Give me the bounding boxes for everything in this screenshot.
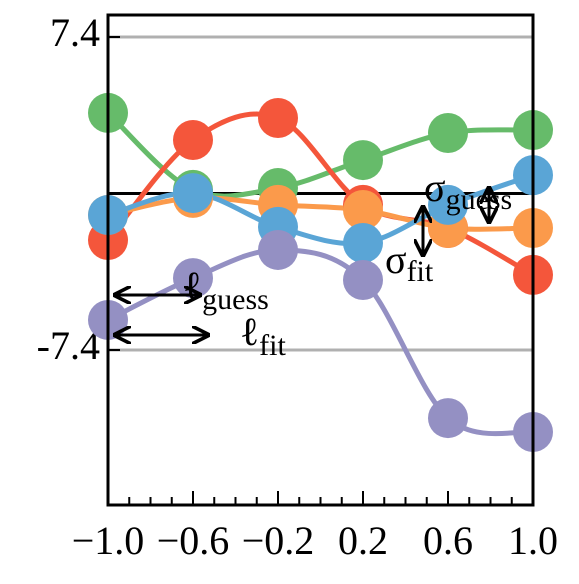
- point: [173, 119, 213, 160]
- annotation-subscript: guess: [202, 283, 269, 316]
- x-tick-label: −0.2: [242, 518, 315, 563]
- annotation-symbol: σ: [424, 165, 446, 210]
- arrows: [115, 188, 489, 335]
- point: [428, 184, 468, 225]
- annotation-subscript: fit: [259, 329, 286, 362]
- x-tick-label: 0.6: [423, 518, 473, 563]
- x-tick-label: −0.6: [157, 518, 230, 563]
- annotation-symbol: ℓ: [240, 309, 259, 354]
- point: [173, 173, 213, 214]
- x-tick-label: −1.0: [72, 518, 145, 563]
- point: [428, 398, 468, 439]
- series-line: [106, 247, 534, 437]
- point: [428, 113, 468, 154]
- point: [343, 222, 383, 263]
- annotation: ℓfit: [240, 309, 286, 362]
- plot-layer: -7.4 7.4 −1.0 −0.6 −0.2 0.2 0.6 1.0: [37, 10, 558, 563]
- point: [343, 189, 383, 230]
- x-tick-label: 1.0: [508, 518, 558, 563]
- annotation-subscript: fit: [407, 255, 434, 288]
- y-tick-label: 7.4: [50, 10, 100, 55]
- point: [343, 259, 383, 300]
- annotations: σguess σfit ℓguess ℓfit: [183, 165, 512, 362]
- annotation-symbol: σ: [385, 237, 407, 282]
- annotation-symbol: ℓ: [183, 263, 202, 308]
- annotation: ℓguess: [183, 263, 269, 316]
- annotation: σfit: [385, 237, 434, 288]
- x-tick-label: 0.2: [338, 518, 388, 563]
- annotation: σguess: [424, 165, 512, 216]
- y-tick-label: -7.4: [37, 323, 100, 368]
- point: [343, 140, 383, 181]
- annotation-subscript: guess: [446, 183, 513, 216]
- point: [258, 97, 298, 138]
- point: [258, 229, 298, 270]
